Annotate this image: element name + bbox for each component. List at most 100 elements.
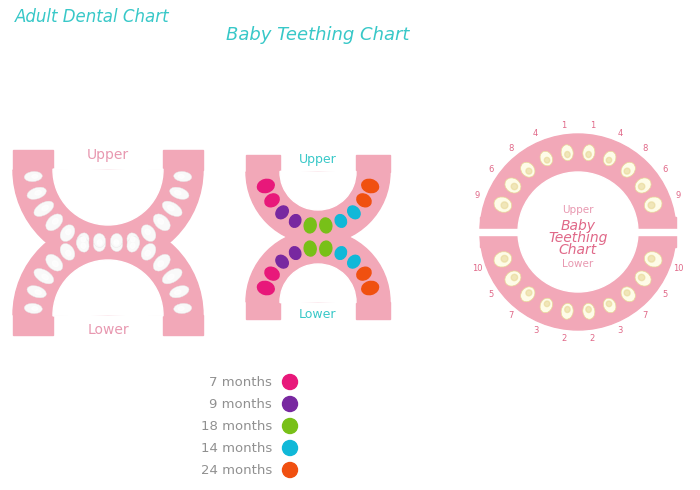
- Ellipse shape: [357, 194, 371, 207]
- Ellipse shape: [35, 191, 41, 195]
- Text: 8: 8: [643, 144, 648, 153]
- Ellipse shape: [635, 271, 651, 286]
- Text: Upper: Upper: [299, 153, 337, 167]
- Text: Upper: Upper: [87, 148, 129, 162]
- Ellipse shape: [25, 303, 42, 314]
- Text: Upper: Upper: [562, 205, 594, 215]
- Ellipse shape: [258, 179, 274, 193]
- Text: Teething: Teething: [548, 231, 608, 245]
- Text: Adult Dental Chart: Adult Dental Chart: [15, 8, 169, 26]
- Wedge shape: [53, 260, 163, 316]
- Ellipse shape: [27, 286, 46, 298]
- Ellipse shape: [27, 187, 46, 199]
- Ellipse shape: [501, 255, 508, 262]
- Circle shape: [283, 463, 298, 477]
- Text: 9 months: 9 months: [209, 397, 272, 411]
- Polygon shape: [163, 315, 203, 335]
- Text: 10: 10: [473, 264, 483, 273]
- Ellipse shape: [60, 225, 75, 242]
- Ellipse shape: [521, 162, 535, 177]
- Ellipse shape: [130, 237, 135, 242]
- Ellipse shape: [153, 214, 170, 231]
- Ellipse shape: [265, 194, 279, 207]
- Wedge shape: [518, 172, 638, 233]
- Ellipse shape: [501, 202, 508, 209]
- Ellipse shape: [130, 243, 135, 248]
- Ellipse shape: [526, 290, 532, 296]
- Text: 10: 10: [673, 264, 684, 273]
- Ellipse shape: [561, 145, 573, 161]
- Ellipse shape: [276, 206, 288, 219]
- Ellipse shape: [583, 145, 595, 161]
- Ellipse shape: [335, 215, 346, 227]
- Ellipse shape: [348, 255, 360, 268]
- Ellipse shape: [169, 286, 189, 298]
- Wedge shape: [480, 232, 676, 330]
- Ellipse shape: [42, 205, 48, 211]
- Ellipse shape: [276, 255, 288, 268]
- Text: Baby Teething Chart: Baby Teething Chart: [226, 26, 410, 44]
- Ellipse shape: [545, 157, 550, 163]
- Circle shape: [283, 396, 298, 412]
- Text: 6: 6: [662, 165, 668, 174]
- Ellipse shape: [648, 202, 655, 209]
- Ellipse shape: [583, 303, 595, 319]
- Ellipse shape: [141, 244, 156, 260]
- Ellipse shape: [111, 238, 122, 251]
- Wedge shape: [280, 264, 356, 303]
- Text: 3: 3: [533, 326, 538, 335]
- Ellipse shape: [168, 274, 174, 280]
- Ellipse shape: [586, 151, 592, 158]
- Ellipse shape: [162, 201, 182, 217]
- Ellipse shape: [34, 201, 54, 217]
- Ellipse shape: [586, 306, 592, 313]
- Text: 7 months: 7 months: [209, 375, 272, 389]
- Text: 5: 5: [489, 290, 493, 299]
- Circle shape: [283, 441, 298, 456]
- Ellipse shape: [97, 241, 102, 245]
- Ellipse shape: [81, 237, 85, 242]
- Polygon shape: [13, 315, 53, 335]
- Text: Lower: Lower: [300, 308, 337, 320]
- Ellipse shape: [606, 157, 612, 163]
- Ellipse shape: [46, 254, 63, 271]
- Ellipse shape: [168, 205, 174, 211]
- Text: Lower: Lower: [88, 323, 129, 337]
- Ellipse shape: [111, 234, 122, 247]
- Ellipse shape: [141, 225, 156, 242]
- Ellipse shape: [644, 197, 662, 212]
- Ellipse shape: [494, 252, 512, 267]
- Ellipse shape: [320, 241, 332, 256]
- Text: 24 months: 24 months: [201, 464, 272, 476]
- Ellipse shape: [624, 290, 630, 296]
- Text: 4: 4: [618, 129, 623, 138]
- Ellipse shape: [565, 151, 570, 158]
- Ellipse shape: [638, 274, 645, 281]
- Wedge shape: [246, 172, 390, 244]
- Ellipse shape: [603, 298, 616, 313]
- Ellipse shape: [169, 187, 189, 199]
- Ellipse shape: [603, 151, 616, 166]
- Polygon shape: [13, 150, 53, 170]
- Text: 1: 1: [561, 122, 566, 130]
- Ellipse shape: [127, 233, 139, 248]
- Text: 1: 1: [590, 122, 595, 130]
- Ellipse shape: [158, 219, 164, 224]
- Ellipse shape: [145, 250, 150, 256]
- Polygon shape: [246, 302, 280, 319]
- Ellipse shape: [304, 241, 316, 256]
- Ellipse shape: [526, 168, 532, 174]
- Ellipse shape: [320, 218, 332, 233]
- Ellipse shape: [127, 237, 139, 252]
- Ellipse shape: [644, 252, 662, 267]
- Ellipse shape: [174, 172, 192, 182]
- Polygon shape: [246, 155, 280, 172]
- Ellipse shape: [174, 303, 192, 314]
- Wedge shape: [246, 230, 390, 302]
- Ellipse shape: [621, 287, 636, 302]
- Ellipse shape: [335, 247, 346, 259]
- Ellipse shape: [304, 218, 316, 233]
- Ellipse shape: [93, 238, 106, 251]
- Ellipse shape: [25, 172, 42, 182]
- Ellipse shape: [290, 215, 301, 227]
